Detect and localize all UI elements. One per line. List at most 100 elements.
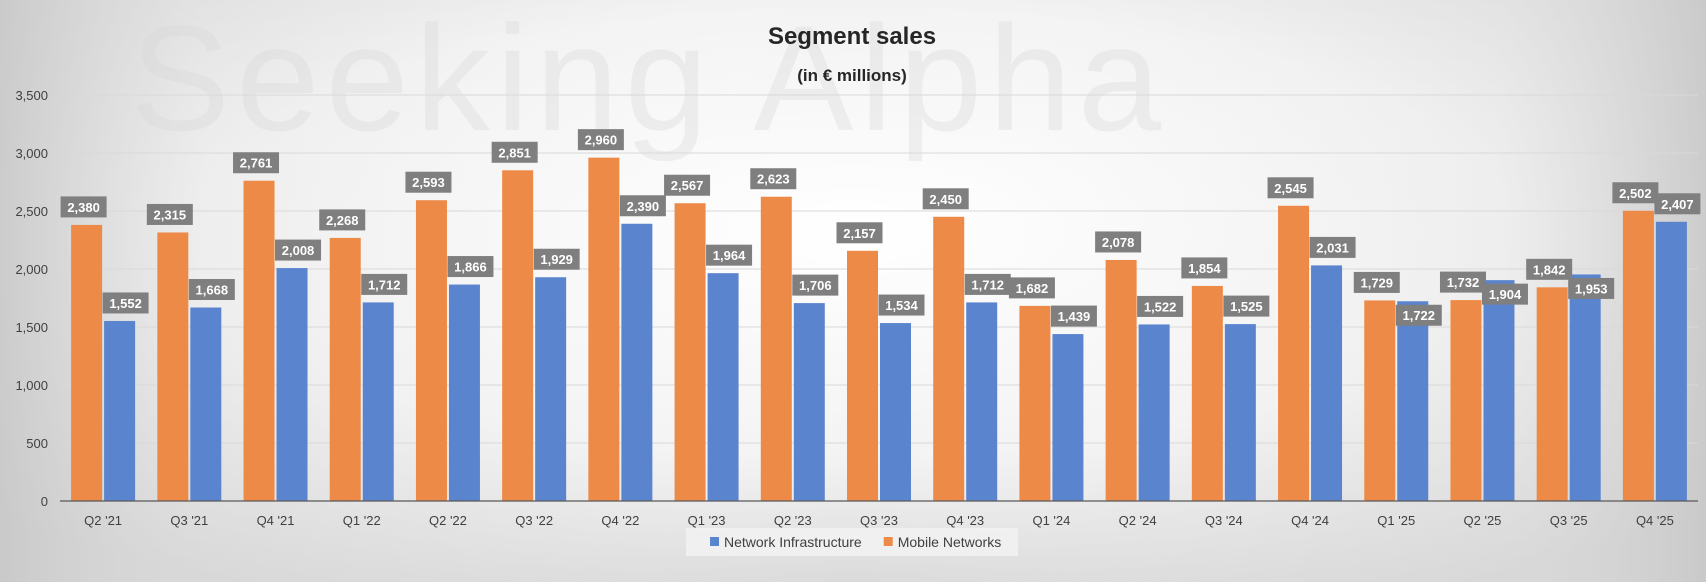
data-label-mobile-networks-box <box>1181 257 1228 279</box>
x-tick-label: Q4 '22 <box>601 513 639 528</box>
data-label-network-infrastructure: 2,031 <box>1316 240 1349 255</box>
bar-mobile-networks <box>1191 285 1223 501</box>
data-label-mobile-networks-box <box>60 196 107 218</box>
data-label-mobile-networks-box <box>146 203 193 225</box>
bar-network-infrastructure <box>621 223 653 501</box>
y-tick-label: 0 <box>41 494 48 509</box>
data-label-network-infrastructure: 1,866 <box>454 260 487 275</box>
chart-subtitle: (in € millions) <box>797 66 907 85</box>
data-label-network-infrastructure-box <box>878 294 925 316</box>
bar-mobile-networks <box>1278 205 1310 501</box>
data-label-mobile-networks: 1,842 <box>1533 262 1566 277</box>
data-label-network-infrastructure-box <box>1050 305 1097 327</box>
data-label-mobile-networks: 1,729 <box>1360 275 1393 290</box>
x-tick-label: Q4 '24 <box>1291 513 1329 528</box>
y-tick-label: 2,000 <box>15 262 48 277</box>
data-label-network-infrastructure-box <box>706 244 753 266</box>
data-label-mobile-networks-box <box>233 152 280 174</box>
data-label-network-infrastructure-box <box>1654 193 1701 215</box>
data-label-mobile-networks: 2,960 <box>585 133 618 148</box>
data-label-network-infrastructure: 2,390 <box>627 199 660 214</box>
bar-network-infrastructure <box>104 320 136 501</box>
data-label-mobile-networks-box <box>1439 271 1486 293</box>
bar-network-infrastructure <box>190 307 222 501</box>
x-tick-label: Q2 '22 <box>429 513 467 528</box>
data-label-mobile-networks: 2,502 <box>1619 186 1652 201</box>
x-tick-label: Q3 '24 <box>1205 513 1243 528</box>
bar-mobile-networks <box>588 157 620 501</box>
data-label-mobile-networks: 2,567 <box>671 178 704 193</box>
data-label-mobile-networks: 1,682 <box>1016 281 1049 296</box>
data-labels-layer: 2,380 1,552 2,315 1,668 2,761 2,008 2,268 1,712… <box>60 129 1701 327</box>
bar-network-infrastructure <box>707 273 739 501</box>
data-label-mobile-networks-box <box>319 209 366 231</box>
watermark-text: Seeking Alpha <box>130 0 1167 162</box>
bar-mobile-networks <box>1622 210 1654 501</box>
data-label-mobile-networks-box <box>1612 182 1659 204</box>
data-label-network-infrastructure: 1,964 <box>713 248 746 263</box>
bar-mobile-networks <box>415 200 447 501</box>
data-label-mobile-networks-box <box>750 168 797 190</box>
data-label-mobile-networks: 2,157 <box>843 226 876 241</box>
data-label-mobile-networks: 2,450 <box>929 192 962 207</box>
data-label-mobile-networks-box <box>1008 277 1055 299</box>
data-label-mobile-networks: 2,315 <box>154 207 187 222</box>
x-tick-label: Q1 '25 <box>1377 513 1415 528</box>
data-label-network-infrastructure-box <box>533 248 580 270</box>
data-label-network-infrastructure-box <box>964 273 1011 295</box>
bar-mobile-networks <box>847 250 878 501</box>
data-label-network-infrastructure: 1,668 <box>196 283 229 298</box>
data-label-mobile-networks: 2,545 <box>1274 181 1307 196</box>
data-label-network-infrastructure-box <box>1568 277 1615 299</box>
bar-mobile-networks <box>157 232 189 501</box>
data-label-network-infrastructure-box <box>361 273 408 295</box>
legend-swatch <box>883 537 893 546</box>
bar-network-infrastructure <box>966 302 998 501</box>
legend-label: Network Infrastructure <box>724 534 862 550</box>
bar-mobile-networks <box>71 224 103 502</box>
legend-background <box>686 528 1018 556</box>
data-label-network-infrastructure-box <box>1223 295 1270 317</box>
legend: Network Infrastructure Mobile Networks <box>686 528 1018 556</box>
x-tick-label: Q4 '21 <box>257 513 295 528</box>
bar-network-infrastructure <box>1052 334 1084 501</box>
data-label-mobile-networks: 2,268 <box>326 213 359 228</box>
x-tick-label: Q1 '23 <box>688 513 726 528</box>
bar-mobile-networks <box>1364 300 1396 501</box>
x-tick-label: Q4 '25 <box>1636 513 1674 528</box>
data-label-network-infrastructure: 1,712 <box>971 277 1004 292</box>
data-label-network-infrastructure: 1,439 <box>1058 309 1091 324</box>
bars-layer <box>71 157 1687 502</box>
bar-network-infrastructure <box>535 277 567 501</box>
data-label-mobile-networks: 2,593 <box>412 175 445 190</box>
data-label-network-infrastructure: 2,008 <box>282 243 315 258</box>
x-tick-label: Q3 '22 <box>515 513 553 528</box>
data-label-network-infrastructure: 1,552 <box>109 296 142 311</box>
y-tick-label: 1,500 <box>15 320 48 335</box>
data-label-network-infrastructure-box <box>1395 304 1442 326</box>
data-label-network-infrastructure-box <box>1309 236 1356 258</box>
data-label-network-infrastructure: 1,953 <box>1575 281 1608 296</box>
bar-mobile-networks <box>1019 305 1051 501</box>
legend-swatch <box>710 537 719 546</box>
data-label-mobile-networks: 2,380 <box>67 200 100 215</box>
bar-mobile-networks <box>760 196 792 501</box>
data-label-mobile-networks: 2,851 <box>498 145 531 160</box>
x-tick-label: Q2 '23 <box>774 513 812 528</box>
data-label-mobile-networks-box <box>405 171 452 193</box>
data-label-network-infrastructure-box <box>188 279 235 301</box>
bar-network-infrastructure <box>1397 301 1429 501</box>
bar-network-infrastructure <box>276 268 308 501</box>
x-tick-label: Q1 '22 <box>343 513 381 528</box>
chart-title: Segment sales <box>768 23 936 50</box>
data-label-network-infrastructure: 1,706 <box>799 278 832 293</box>
x-tick-label: Q3 '23 <box>860 513 898 528</box>
data-label-mobile-networks: 2,078 <box>1102 235 1135 250</box>
y-tick-label: 3,000 <box>15 146 48 161</box>
data-label-mobile-networks-box <box>577 129 624 151</box>
bar-mobile-networks <box>1450 300 1482 501</box>
bar-mobile-networks <box>243 180 275 501</box>
data-label-mobile-networks: 1,732 <box>1447 275 1480 290</box>
bar-network-infrastructure <box>362 302 394 501</box>
